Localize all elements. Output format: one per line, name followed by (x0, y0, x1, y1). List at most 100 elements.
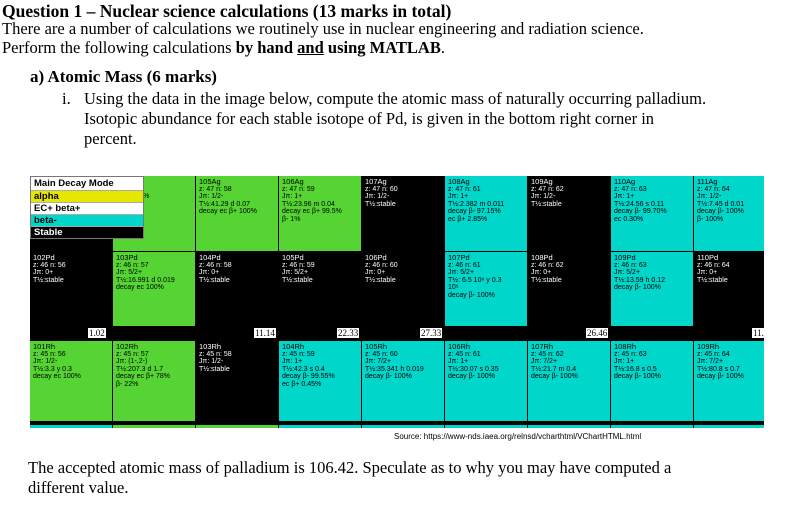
isotope-label: 109Rh (697, 342, 720, 351)
isotope-property: T½:30.07 s 0.35 (448, 365, 499, 373)
legend-item: beta- (31, 214, 143, 226)
isotope-property: Jπ: 1/2- (365, 193, 390, 201)
nuclide-cell: 107Ag z: 47 n: 60 Jπ: 1/2- T½:stable (362, 176, 444, 251)
isotope-property: decay β- 100% (531, 373, 578, 381)
isotope-property: Jπ: 1/2- (531, 193, 556, 201)
isotope-abundance: 26.46 (586, 328, 609, 338)
nuclide-cell: 103Ru (279, 425, 361, 428)
isotope-label: 110Pd (697, 253, 719, 262)
isotope-property: Jπ: 5/2+ (614, 269, 641, 277)
item-line-1: Using the data in the image below, compu… (84, 89, 707, 108)
isotope-property: Jπ: 0+ (199, 269, 220, 277)
isotope-property: T½:3.3 y 0.3 (33, 365, 72, 373)
isotope-property: z: 46 n: 59 (282, 261, 315, 269)
isotope-property: z: 45 n: 57 (116, 350, 149, 358)
isotope-property: z: 46 n: 57 (116, 261, 149, 269)
nuclide-cell: 101Rh z: 45 n: 56 Jπ: 1/2- T½:3.3 y 0.3 deca… (30, 341, 112, 421)
nuclide-cell: 101Ru (113, 425, 195, 428)
isotope-property: z: 47 n: 63 (614, 185, 647, 193)
isotope-property: T½:stable (365, 276, 396, 284)
isotope-property: z: 46 n: 64 (697, 261, 730, 269)
isotope-property: T½:21.7 m 0.4 (531, 365, 577, 373)
isotope-label: 103Pd (116, 253, 138, 262)
isotope-property: z: 47 n: 60 (365, 185, 398, 193)
nuclide-cell: 109Pd z: 46 n: 63 Jπ: 5/2+ T½:13.59 h 0.12 d… (611, 252, 693, 326)
nuclide-cell: 104Pd z: 46 n: 58 Jπ: 0+ T½:stable (196, 252, 278, 326)
isotope-property: T½:stable (697, 276, 728, 284)
isotope-label: 107Pd (448, 253, 470, 262)
isotope-property: Jπ: 7/2+ (697, 358, 724, 366)
isotope-property: Jπ: 1+ (614, 193, 635, 201)
nuclide-cell: 104Rh z: 45 n: 59 Jπ: 1+ T½:42.3 s 0.4 decay… (279, 341, 361, 421)
closing-line-2: different value. (28, 478, 129, 497)
isotope-property: decay β- 100% (697, 208, 744, 216)
isotope-label: 105Rh (365, 342, 388, 351)
intro-bold-and: and (297, 38, 324, 57)
decay-mode-legend: Main Decay Mode alpha EC+ beta+ beta- Stabl… (30, 176, 144, 239)
isotope-property: Jπ: 5/2+ (116, 269, 143, 277)
isotope-label: 105Pd (282, 253, 304, 262)
nuclide-cell: 109Rh z: 45 n: 64 Jπ: 7/2+ T½:80.8 s 0.7 dec… (694, 341, 764, 421)
isotope-property: T½:41.29 d 0.07 (199, 200, 250, 208)
nuclide-cell: 106Pd z: 46 n: 60 Jπ: 0+ T½:stable (362, 252, 444, 326)
isotope-label: 106Ru (531, 427, 607, 428)
nuclide-cell: 108Pd z: 46 n: 62 Jπ: 0+ T½:stable (528, 252, 610, 326)
isotope-property: T½:24.56 s 0.11 (614, 200, 665, 208)
isotope-label: 103Rh (199, 342, 222, 351)
legend-title: Main Decay Mode (34, 178, 114, 189)
isotope-label: 106Ag (282, 177, 304, 186)
isotope-abundance: 11.72 (752, 328, 764, 338)
isotope-property: z: 47 n: 64 (697, 185, 730, 193)
isotope-label: 103Ru (282, 427, 358, 428)
item-line-2: Isotopic abundance for each stable isoto… (84, 109, 655, 128)
isotope-label: 104Rh (282, 342, 305, 351)
intro-line-2: Perform the following calculations by ha… (2, 38, 445, 58)
isotope-property: T½:stable (365, 200, 396, 208)
nuclide-cell: 105Pd z: 46 n: 59 Jπ: 5/2+ T½:stable (279, 252, 361, 326)
isotope-property: decay ec 100% (33, 373, 81, 381)
isotope-property: decay β- 100% (614, 373, 661, 381)
isotope-property: Jπ: 5/2+ (448, 269, 475, 277)
isotope-property: z: 45 n: 59 (282, 350, 315, 358)
isotope-property: z: 45 n: 60 (365, 350, 398, 358)
source-citation: Source: https://www-nds.iaea.org/relnsd/… (394, 432, 642, 441)
isotope-label: 109Pd (614, 253, 636, 262)
isotope-property: Jπ: 1/2- (199, 193, 224, 201)
intro-period: . (440, 38, 445, 57)
isotope-abundance: 22.33 (337, 328, 360, 338)
isotope-property: decay β- 100% (697, 373, 744, 381)
isotope-abundance: 27.33 (420, 328, 443, 338)
isotope-property: Jπ: 1+ (448, 193, 469, 201)
isotope-property: z: 46 n: 61 (448, 261, 481, 269)
isotope-property: Jπ: 5/2+ (282, 269, 309, 277)
isotope-label: 104Pd (199, 253, 221, 262)
isotope-property: z: 47 n: 61 (448, 185, 481, 193)
isotope-property: z: 45 n: 63 (614, 350, 647, 358)
isotope-property: z: 46 n: 58 (199, 261, 232, 269)
isotope-property: Jπ: 7/2+ (365, 358, 392, 366)
isotope-abundance: 1.02 (88, 328, 106, 338)
nuclide-cell: 102Pd z: 46 n: 56 Jπ: 0+ T½:stable (30, 252, 112, 326)
isotope-label: 108Ru (697, 427, 764, 428)
isotope-label: 111Ag (697, 177, 718, 186)
isotope-property: T½:stable (282, 276, 313, 284)
legend-item: alpha (31, 190, 143, 202)
nuclide-cell: 105Rh z: 45 n: 60 Jπ: 7/2+ T½:35.341 h 0.01… (362, 341, 444, 421)
isotope-property: z: 46 n: 62 (531, 261, 564, 269)
nuclide-cell: 110Pd z: 46 n: 64 Jπ: 0+ T½:stable (694, 252, 764, 326)
isotope-property: z: 46 n: 56 (33, 261, 66, 269)
nuclide-cell: 111Ag z: 47 n: 64 Jπ: 1/2- T½:7.45 d 0.01 de… (694, 176, 764, 251)
isotope-property: z: 45 n: 58 (199, 350, 232, 358)
isotope-property: T½:stable (199, 276, 230, 284)
isotope-label: 108Rh (614, 342, 637, 351)
isotope-label: 102Ru (199, 427, 275, 428)
isotope-property: T½:207.3 d 1.7 (116, 365, 164, 373)
isotope-label: 105Ag (199, 177, 221, 186)
isotope-property: T½:stable (199, 365, 230, 373)
nuclide-cell: 107Ru (611, 425, 693, 428)
nuclide-cell: 109Ag z: 47 n: 62 Jπ: 1/2- T½:stable (528, 176, 610, 251)
nuclide-cell: 105Ru (445, 425, 527, 428)
isotope-property: 10⁶ (448, 284, 459, 292)
isotope-property: T½:42.3 s 0.4 (282, 365, 325, 373)
